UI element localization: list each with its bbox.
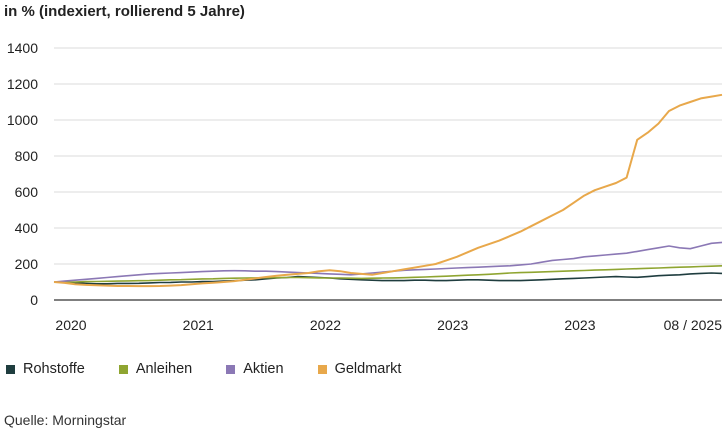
legend-label: Aktien — [243, 361, 284, 377]
series-lines — [53, 93, 723, 288]
legend-swatch — [317, 364, 327, 374]
series-line-rohstoffe — [54, 272, 723, 285]
y-tick-label: 1400 — [7, 40, 38, 56]
x-tick-label: 08 / 2025 — [664, 317, 723, 333]
legend-swatch — [6, 364, 15, 374]
legend-item-rohstoffe: Rohstoffe — [6, 361, 85, 377]
x-tick-label: 2023 — [437, 317, 468, 333]
legend-item-anleihen: Anleihen — [118, 361, 193, 377]
legend-label: Anleihen — [135, 361, 193, 377]
legend-label: Rohstoffe — [23, 361, 85, 377]
legend-swatch — [226, 364, 236, 374]
legend: Rohstoffe Anleihen Aktien Geldmarkt — [6, 361, 435, 377]
gridlines — [54, 47, 722, 301]
legend-item-aktien: Aktien — [226, 361, 284, 377]
legend-item-geldmarkt: Geldmarkt — [317, 361, 402, 377]
source-note: Quelle: Morningstar — [4, 412, 127, 428]
y-tick-label: 400 — [15, 220, 39, 236]
y-axis: 0 200 400 600 800 1000 1200 1400 — [7, 40, 38, 308]
legend-label: Geldmarkt — [334, 361, 402, 377]
y-tick-label: 1200 — [7, 76, 38, 92]
y-tick-label: 200 — [15, 256, 39, 272]
chart-title: in % (indexiert, rollierend 5 Jahre) — [4, 3, 245, 20]
y-tick-label: 0 — [30, 292, 38, 308]
x-tick-label: 2022 — [310, 317, 341, 333]
x-tick-label: 2023 — [564, 317, 595, 333]
legend-swatch — [118, 364, 128, 374]
x-tick-label: 2021 — [183, 317, 214, 333]
y-tick-label: 1000 — [7, 112, 38, 128]
x-axis: 2020 2021 2022 2023 2023 08 / 2025 — [55, 317, 722, 333]
series-line-anleihen — [54, 265, 723, 283]
y-tick-label: 800 — [15, 148, 39, 164]
x-tick-label: 2020 — [55, 317, 86, 333]
series-line-geldmarkt — [53, 93, 723, 288]
y-tick-label: 600 — [15, 184, 39, 200]
